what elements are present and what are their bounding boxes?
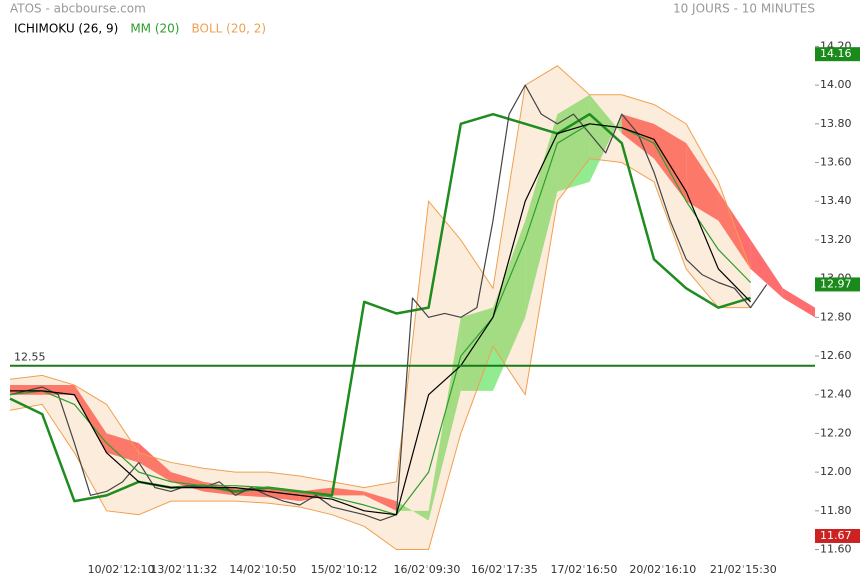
x-tick-label: 17/02 16:50 [551,563,618,576]
y-tick-label: 12.00 [820,465,852,478]
y-tick-label: 11.80 [820,504,852,517]
legend: ICHIMOKU (26, 9) MM (20) BOLL (20, 2) [14,22,266,36]
cloud-segment [654,123,687,202]
y-tick-label: 12.60 [820,349,852,362]
x-tick-label: 10/02 12:10 [88,563,155,576]
cloud-segment [493,220,526,391]
chart-title: ATOS - abcbourse.com [10,2,146,16]
band-upper [9,65,752,489]
series-line [9,123,752,516]
x-tick-label: 21/02 15:30 [710,563,777,576]
x-tick-label: 15/02 10:12 [311,563,378,576]
y-tick-label: 11.60 [820,543,852,556]
series-line [9,112,751,503]
cloud-segment [525,114,558,318]
y-tick-label: 12.40 [820,388,852,401]
y-tick-label: 14.00 [820,78,852,91]
y-tick-label: 12.20 [820,426,852,439]
y-tick-label: 13.60 [820,156,852,169]
legend-item: ICHIMOKU (26, 9) [14,22,118,36]
cloud-segment [718,191,751,269]
price-tag [815,47,860,62]
cloud-segment [428,317,461,521]
cloud-segment [332,487,365,496]
cloud-segment [138,443,171,482]
cloud-segment [686,143,719,221]
y-tick-label: 13.80 [820,117,852,130]
price-tag-label: 14.16 [820,47,852,60]
plot-area: 11.6011.8012.0012.2012.4012.6012.8013.00… [9,39,860,576]
y-tick-label: 13.40 [820,194,852,207]
price-tag [815,528,860,543]
series-line [10,123,752,516]
cloud-segment [74,385,107,453]
x-tick-label: 16/02 09:30 [394,563,461,576]
x-tick-label: 13/02 11:32 [150,563,217,576]
x-tick-label: 14/02 10:50 [229,563,296,576]
cloud-segment [364,491,397,511]
chart-subtitle: 10 JOURS - 10 MINUTES [673,2,815,16]
legend-item: MM (20) [130,22,179,36]
y-tick-label: 12.80 [820,310,852,323]
cloud-segment [782,288,815,318]
legend-item: BOLL (20, 2) [191,22,266,36]
cloud-segment [750,239,783,298]
x-tick-label: 20/02 16:10 [629,563,696,576]
price-tag [815,277,860,292]
series-line [9,84,768,522]
band-fill [10,65,751,550]
price-tag-label: 11.67 [820,529,852,542]
y-tick-label: 13.20 [820,233,852,246]
support-label: 12.55 [14,351,46,364]
cloud-segment [621,114,654,159]
x-tick-label: 16/02 17:35 [471,563,538,576]
price-tag-label: 12.97 [820,277,852,290]
